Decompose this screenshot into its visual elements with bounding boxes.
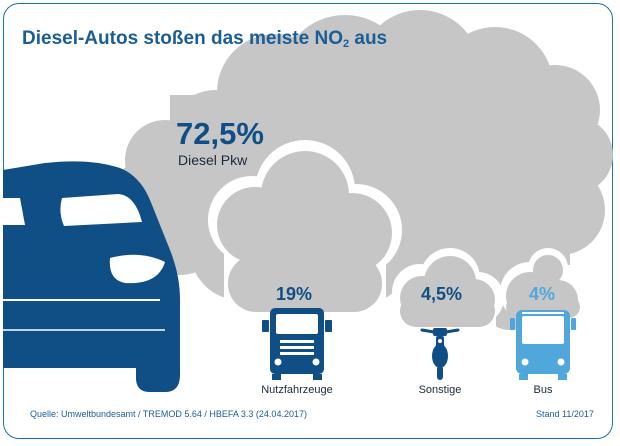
category-label-sonstige: Sonstige — [418, 384, 462, 396]
category-label-bus: Bus — [533, 384, 553, 396]
value-label-diesel-pkw: 72,5% — [176, 116, 264, 151]
motorcycle-icon — [420, 328, 460, 380]
bus-icon — [510, 310, 576, 380]
cloud-nutzfahrzeuge — [217, 151, 392, 313]
value-label-nutzfahrzeuge: 19% — [276, 284, 313, 304]
category-label-diesel-pkw: Diesel Pkw — [178, 152, 248, 168]
date-note: Stand 11/2017 — [536, 409, 594, 419]
chart-title: Diesel-Autos stoßen das meiste NO2 aus — [22, 28, 388, 50]
category-label-nutzfahrzeuge: Nutzfahrzeuge — [261, 384, 333, 396]
source-note: Quelle: Umweltbundesamt / TREMOD 5.64 / … — [30, 409, 307, 419]
car-icon — [3, 161, 180, 392]
cloud-sonstige — [400, 256, 495, 327]
value-label-bus: 4% — [529, 284, 556, 304]
truck-icon — [262, 308, 332, 380]
value-label-sonstige: 4,5% — [421, 284, 463, 304]
